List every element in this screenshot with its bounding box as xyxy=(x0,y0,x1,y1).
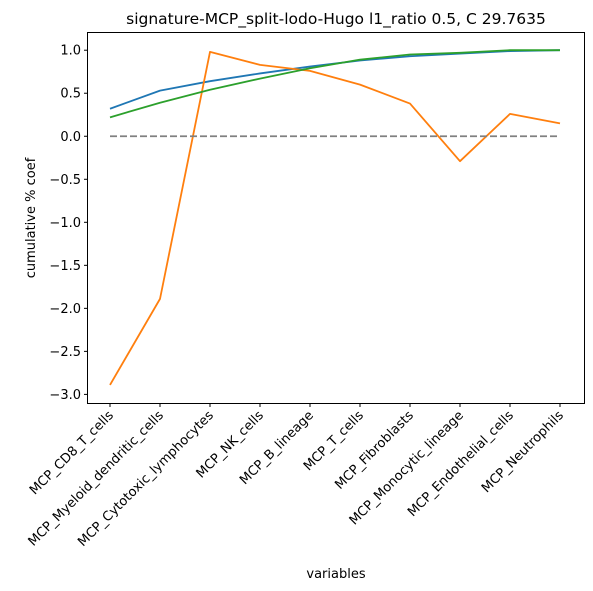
plot-area xyxy=(109,49,561,386)
y-tick-label: 0.0 xyxy=(60,130,81,145)
y-axis-label: cumulative % coef xyxy=(24,157,39,278)
y-tick-label: −0.5 xyxy=(49,173,81,188)
y-tick-label: −2.0 xyxy=(49,302,81,317)
plot-frame xyxy=(87,32,585,404)
series-line-2 xyxy=(109,51,561,386)
y-tick-label: −3.0 xyxy=(49,388,81,403)
y-tick-label: 1.0 xyxy=(60,44,81,59)
series-line-3 xyxy=(109,49,560,119)
series-line-1 xyxy=(109,49,561,110)
y-tick-label: −2.5 xyxy=(49,345,81,360)
chart-title: signature-MCP_split-lodo-Hugo l1_ratio 0… xyxy=(126,10,546,29)
y-tick-label: 0.5 xyxy=(60,87,81,102)
x-axis-label: variables xyxy=(306,567,365,582)
x-axis: MCP_CD8_T_cellsMCP_Myeloid_dendritic_cel… xyxy=(26,403,567,550)
x-tick-label: MCP_CD8_T_cells xyxy=(27,408,117,498)
y-tick-label: −1.5 xyxy=(49,259,81,274)
y-tick-label: −1.0 xyxy=(49,216,81,231)
y-axis: 1.0 0.5 0.0 −0.5 −1.0 −1.5 −2.0 −2.5 −3.0 xyxy=(49,44,88,403)
